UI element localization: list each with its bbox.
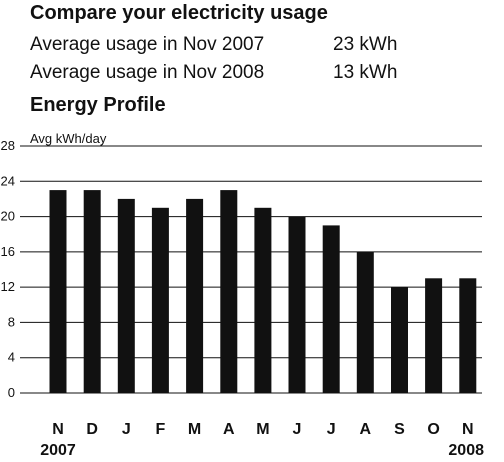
y-tick-label: 28 bbox=[1, 138, 15, 153]
x-tick-label: M bbox=[188, 421, 201, 438]
year-label: 2008 bbox=[448, 442, 484, 459]
bar bbox=[459, 278, 477, 393]
y-tick-label: 20 bbox=[1, 209, 15, 224]
bar bbox=[83, 190, 101, 393]
x-tick-label: A bbox=[360, 421, 372, 438]
chart-title: Energy Profile bbox=[30, 94, 166, 116]
bar bbox=[151, 207, 169, 394]
bar bbox=[186, 198, 204, 393]
usage-2007-value: 23 kWh bbox=[333, 34, 398, 55]
x-tick-label: O bbox=[427, 421, 439, 438]
bar bbox=[322, 225, 340, 393]
x-tick-label: N bbox=[462, 421, 474, 438]
x-tick-label: M bbox=[256, 421, 269, 438]
bar bbox=[117, 198, 135, 393]
usage-2008-label: Average usage in Nov 2008 bbox=[30, 62, 265, 83]
usage-2008-value: 13 kWh bbox=[333, 62, 398, 83]
y-tick-label: 4 bbox=[8, 350, 15, 365]
usage-2007-label: Average usage in Nov 2007 bbox=[30, 34, 265, 55]
bar bbox=[425, 278, 443, 393]
x-tick-label: D bbox=[86, 421, 98, 438]
y-tick-label: 0 bbox=[8, 385, 15, 400]
bar bbox=[288, 216, 306, 393]
x-tick-label: J bbox=[122, 421, 131, 438]
bar bbox=[356, 251, 374, 393]
x-tick-label: F bbox=[156, 421, 166, 438]
x-tick-label: J bbox=[293, 421, 302, 438]
bar bbox=[254, 207, 272, 394]
y-axis-label: Avg kWh/day bbox=[30, 131, 107, 146]
page-heading: Compare your electricity usage bbox=[30, 2, 328, 24]
y-tick-label: 16 bbox=[1, 244, 15, 259]
bar bbox=[391, 287, 408, 393]
x-tick-label: S bbox=[394, 421, 405, 438]
year-label: 2007 bbox=[40, 442, 76, 459]
y-tick-label: 8 bbox=[8, 314, 15, 329]
x-tick-label: A bbox=[223, 421, 235, 438]
bar bbox=[220, 190, 238, 393]
bar bbox=[49, 190, 67, 393]
x-tick-label: N bbox=[52, 421, 64, 438]
x-tick-label: J bbox=[327, 421, 336, 438]
y-tick-label: 24 bbox=[1, 173, 15, 188]
y-tick-label: 12 bbox=[1, 279, 15, 294]
